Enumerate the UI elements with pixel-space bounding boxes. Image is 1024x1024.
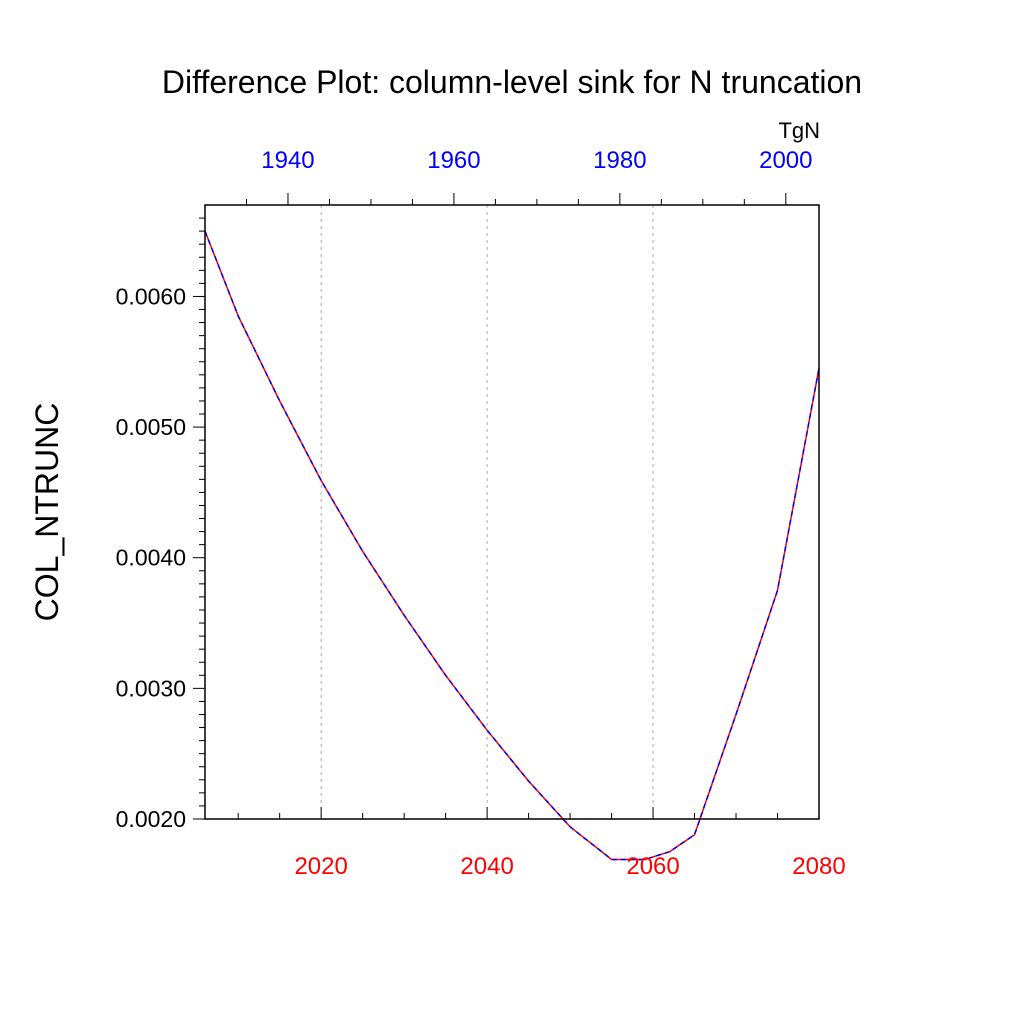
grid-lines — [320, 205, 654, 819]
bottom-axis-tick-label: 2060 — [626, 853, 679, 880]
series-line — [204, 230, 820, 861]
bottom-axis-tick-label: 2020 — [294, 853, 347, 880]
y-axis-tick-label: 0.0050 — [116, 414, 186, 440]
bottom-axis-tick-label: 2040 — [460, 853, 513, 880]
top-axis-tick-label: 2000 — [759, 147, 812, 174]
y-axis-tick-label: 0.0040 — [116, 545, 186, 571]
top-axis-tick-label: 1980 — [593, 147, 646, 174]
y-axis-label: COL_NTRUNC — [29, 403, 65, 622]
units-label: TgN — [778, 118, 820, 143]
chart-title: Difference Plot: column-level sink for N… — [162, 64, 862, 100]
top-axis-tick-label: 1940 — [261, 147, 314, 174]
y-axis-tick-label: 0.0030 — [116, 675, 186, 701]
y-axis-tick-label: 0.0060 — [116, 283, 186, 309]
plot-frame — [204, 204, 820, 820]
bottom-axis-tick-label: 2080 — [792, 853, 845, 880]
axes: 2020 2040 2060 2080 1940 1960 1980 2000 0.0020 0.… — [116, 147, 846, 880]
y-axis-tick-label: 0.0020 — [116, 806, 186, 832]
series-line — [204, 230, 820, 861]
data-lines — [204, 230, 820, 861]
top-axis-tick-label: 1960 — [427, 147, 480, 174]
